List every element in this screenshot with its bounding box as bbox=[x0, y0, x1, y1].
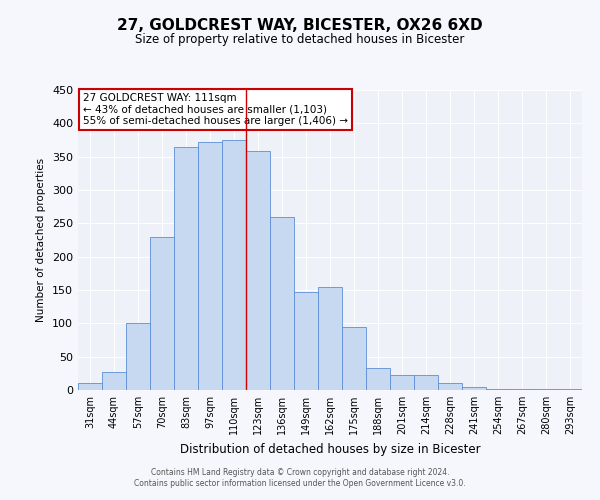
Bar bbox=[486, 388, 510, 390]
Bar bbox=[198, 142, 222, 390]
Bar bbox=[462, 386, 486, 390]
Bar bbox=[510, 388, 534, 390]
Bar bbox=[438, 382, 462, 390]
Bar bbox=[102, 372, 126, 390]
Text: Contains HM Land Registry data © Crown copyright and database right 2024.
Contai: Contains HM Land Registry data © Crown c… bbox=[134, 468, 466, 487]
Bar bbox=[78, 384, 102, 390]
Bar bbox=[126, 324, 150, 390]
Bar bbox=[270, 216, 294, 390]
Bar bbox=[390, 376, 414, 390]
X-axis label: Distribution of detached houses by size in Bicester: Distribution of detached houses by size … bbox=[179, 442, 481, 456]
Bar bbox=[222, 140, 246, 390]
Y-axis label: Number of detached properties: Number of detached properties bbox=[37, 158, 46, 322]
Bar bbox=[318, 286, 342, 390]
Bar bbox=[246, 152, 270, 390]
Bar bbox=[342, 326, 366, 390]
Bar bbox=[294, 292, 318, 390]
Bar bbox=[174, 146, 198, 390]
Text: Size of property relative to detached houses in Bicester: Size of property relative to detached ho… bbox=[136, 32, 464, 46]
Text: 27, GOLDCREST WAY, BICESTER, OX26 6XD: 27, GOLDCREST WAY, BICESTER, OX26 6XD bbox=[117, 18, 483, 32]
Bar bbox=[150, 236, 174, 390]
Text: 27 GOLDCREST WAY: 111sqm
← 43% of detached houses are smaller (1,103)
55% of sem: 27 GOLDCREST WAY: 111sqm ← 43% of detach… bbox=[83, 93, 348, 126]
Bar bbox=[414, 376, 438, 390]
Bar bbox=[366, 368, 390, 390]
